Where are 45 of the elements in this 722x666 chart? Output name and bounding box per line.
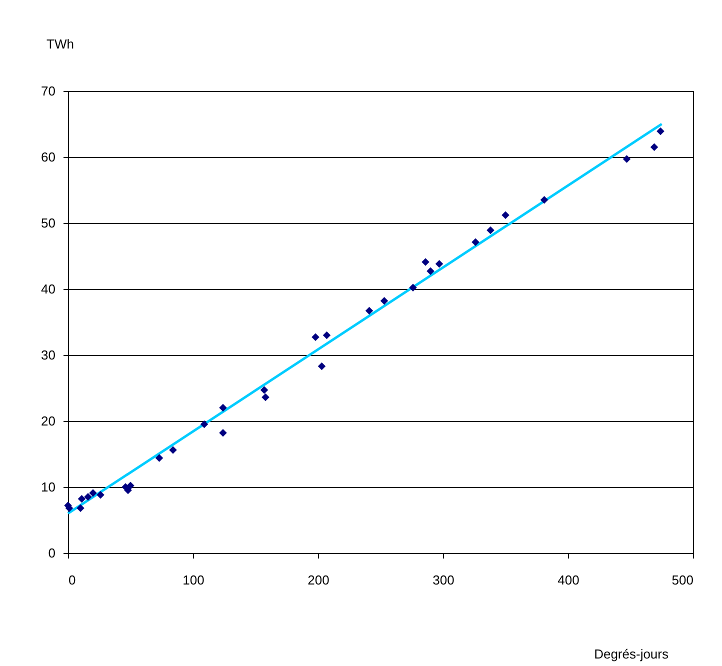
point [540,196,548,204]
y-tick-label: 60 [41,150,56,164]
y-tick-label: 70 [41,84,56,98]
point [169,446,177,454]
point [656,127,664,136]
point [322,331,331,340]
x-tick-label: 100 [182,572,204,588]
point [262,393,270,402]
y-axis-title: TWh [46,36,74,52]
point [84,493,92,501]
y-tick-label: 50 [41,216,56,230]
point [472,238,480,246]
point [650,143,658,151]
point [426,267,434,276]
point [126,482,134,490]
x-tick-label: 400 [558,572,580,588]
point [78,495,86,503]
x-tick-label: 0 [68,572,76,588]
point [380,297,388,305]
point [486,226,494,234]
point [155,454,164,462]
point [318,362,326,370]
point [200,420,208,428]
x-axis-title: Degrés-jours [594,646,669,662]
point [409,284,417,292]
point [219,429,227,437]
point [96,491,104,499]
point [312,333,320,342]
point [219,404,227,412]
point [435,260,444,268]
x-tick-label: 300 [432,572,454,588]
point [76,504,84,512]
x-tick-label: 500 [672,572,694,588]
y-tick-label: 0 [48,546,56,560]
y-tick-label: 30 [41,348,56,362]
point [365,306,374,315]
point [422,258,430,266]
point [89,489,97,497]
x-tick-label: 200 [308,572,330,588]
y-tick-label: 10 [41,480,56,494]
y-tick-label: 40 [41,282,56,296]
y-tick-label: 20 [41,414,56,428]
point [260,386,268,394]
point [502,211,510,219]
point [622,155,631,163]
